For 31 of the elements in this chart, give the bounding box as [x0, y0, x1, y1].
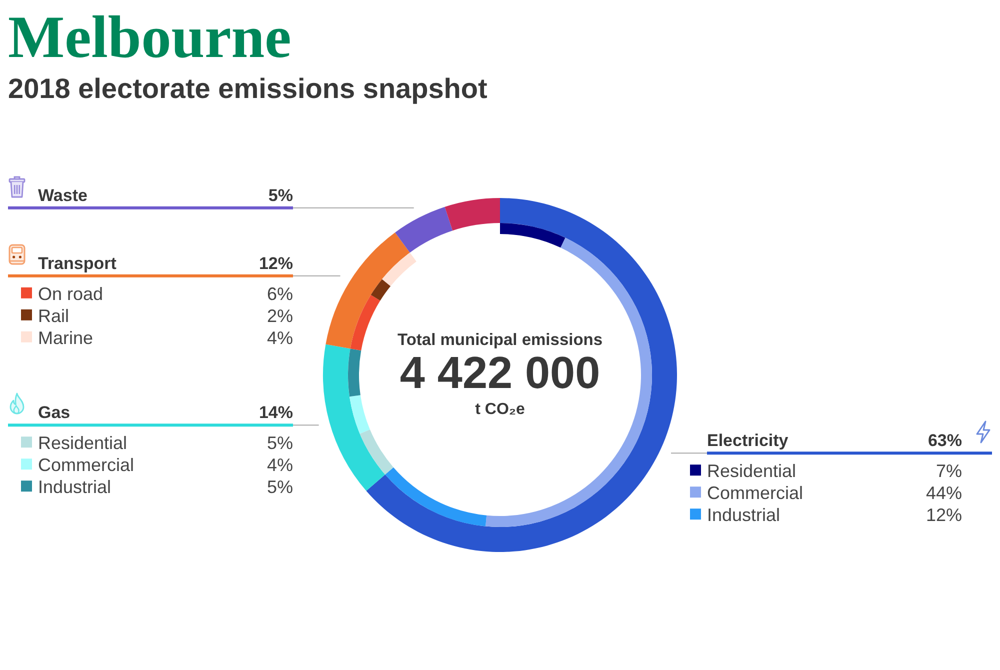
data-label: 5% — [266, 433, 293, 454]
legend-label: Rail — [38, 306, 70, 326]
chart-title: Melbourne — [8, 4, 292, 70]
legend-label: Residential — [38, 433, 128, 454]
legend-label: Residential — [707, 461, 796, 482]
slice-label: Electricity — [707, 431, 789, 450]
data-label: 5% — [266, 477, 293, 498]
legend-label: Industrial — [38, 477, 112, 498]
data-label: 44% — [926, 483, 962, 504]
data-label: 12% — [258, 254, 293, 273]
data-label: 2% — [266, 306, 293, 326]
text: Total municipal emissions — [397, 331, 603, 349]
data-label: 4% — [266, 455, 293, 476]
legend-label: Commercial — [707, 483, 804, 504]
data-label: 5% — [268, 186, 293, 205]
legend-label: On road — [38, 284, 104, 304]
data-label: 12% — [926, 505, 962, 526]
slice-label: Waste — [38, 186, 88, 205]
slice-label: Gas — [38, 403, 70, 422]
data-label: 4% — [266, 328, 293, 348]
slice-label: Transport — [38, 254, 117, 273]
data-label: 14% — [258, 403, 293, 422]
text: 4 422 000 — [400, 347, 600, 398]
legend-label: Commercial — [38, 455, 134, 476]
data-label: 6% — [266, 284, 293, 304]
legend-label: Marine — [38, 328, 94, 348]
chart-subtitle: 2018 electorate emissions snapshot — [8, 73, 488, 104]
data-label: 63% — [928, 431, 962, 450]
legend-label: Industrial — [707, 505, 780, 526]
data-label: 7% — [936, 461, 962, 482]
text: t CO₂e — [475, 401, 525, 418]
